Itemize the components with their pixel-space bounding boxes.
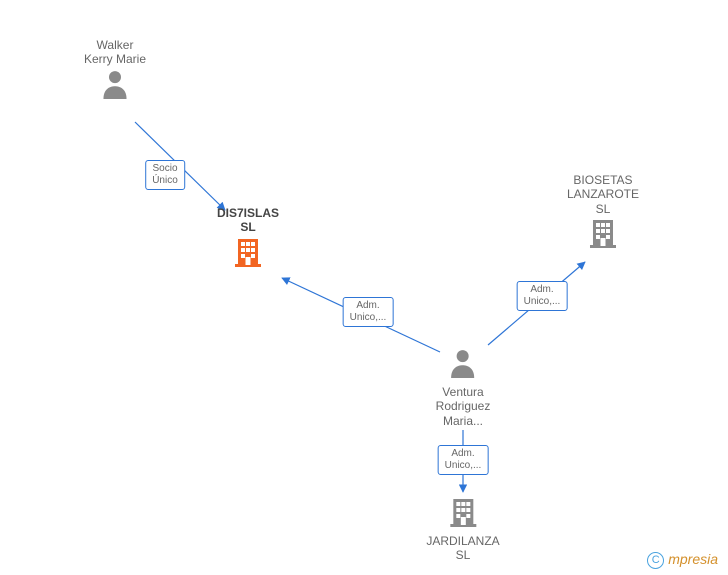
building-icon xyxy=(426,497,499,532)
edge-label: Adm. Unico,... xyxy=(438,445,489,475)
node-walker[interactable]: Walker Kerry Marie xyxy=(84,38,146,106)
node-ventura[interactable]: Ventura Rodriguez Maria... xyxy=(436,346,491,428)
edge-label: Adm. Unico,... xyxy=(517,281,568,311)
node-label: Walker Kerry Marie xyxy=(84,38,146,67)
building-icon xyxy=(217,237,279,272)
node-label: Ventura Rodriguez Maria... xyxy=(436,385,491,428)
diagram-canvas: Walker Kerry Marie DIS7ISLAS SL BIOSETAS L… xyxy=(0,0,728,575)
node-label: DIS7ISLAS SL xyxy=(217,206,279,235)
building-icon xyxy=(567,218,639,253)
node-biosetas[interactable]: BIOSETAS LANZAROTE SL xyxy=(567,173,639,255)
node-label: JARDILANZA SL xyxy=(426,534,499,563)
watermark-text: mpresia xyxy=(668,551,718,567)
node-jardilanza[interactable]: JARDILANZA SL xyxy=(426,495,499,563)
watermark: Cmpresia xyxy=(647,551,718,569)
edge-label: Adm. Unico,... xyxy=(343,297,394,327)
copyright-icon: C xyxy=(647,552,664,569)
node-label: BIOSETAS LANZAROTE SL xyxy=(567,173,639,216)
node-dis7islas[interactable]: DIS7ISLAS SL xyxy=(217,206,279,274)
person-icon xyxy=(436,348,491,383)
person-icon xyxy=(84,69,146,104)
edge-label: Socio Único xyxy=(145,160,185,190)
